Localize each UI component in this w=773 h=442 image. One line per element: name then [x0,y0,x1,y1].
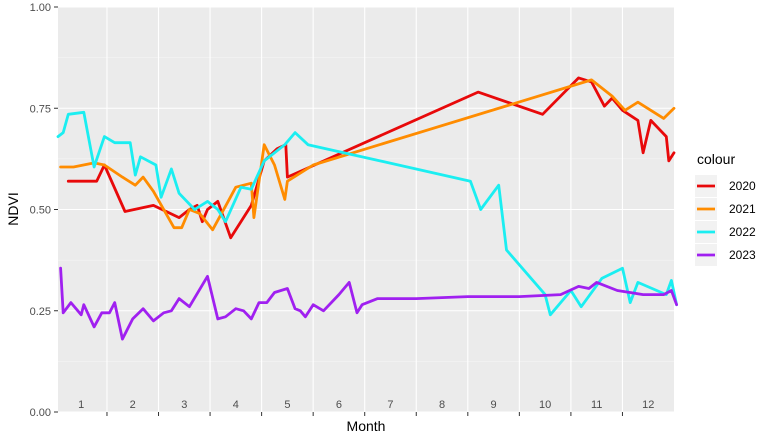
month-label: 3 [181,399,187,411]
grid-major [58,6,674,413]
month-label: 8 [439,399,445,411]
legend-items: 2020 2021 2022 2023 [695,175,756,266]
y-tick-label: 0.25 [30,306,51,318]
month-label: 9 [491,399,497,411]
month-label: 2 [130,399,136,411]
y-axis-ticks: 0.00 0.25 0.50 0.75 1.00 [30,2,58,419]
month-label: 6 [336,399,342,411]
y-tick-label: 0.75 [30,103,51,115]
legend: colour 2020 2021 2022 2023 [695,151,756,266]
series-line-2023 [59,266,678,341]
x-axis-title: Month [347,418,386,434]
month-label: 7 [387,399,393,411]
month-label: 10 [539,399,551,411]
series-lines [56,76,678,341]
y-tick-label: 1.00 [30,2,51,14]
y-tick-label: 0.50 [30,205,51,217]
y-axis-title: NDVI [5,192,21,225]
legend-label-2023: 2023 [729,248,756,262]
month-label: 4 [233,399,239,411]
legend-label-2021: 2021 [729,202,756,216]
legend-label-2022: 2022 [729,225,756,239]
series-line-2021 [59,78,676,232]
month-label: 5 [284,399,290,411]
series-line-2022 [56,110,678,317]
y-tick-label: 0.00 [30,407,51,419]
month-label: 1 [78,399,84,411]
legend-title: colour [697,151,735,167]
month-label: 11 [591,399,602,411]
legend-label-2020: 2020 [729,179,756,193]
month-labels: 1 2 3 4 5 6 7 8 9 10 11 12 [78,399,654,411]
x-axis-ticks [106,412,623,416]
month-label: 12 [642,399,654,411]
